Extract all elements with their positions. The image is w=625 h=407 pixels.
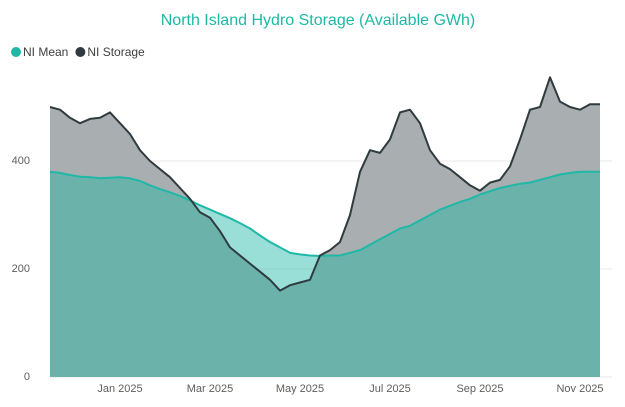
legend-label: NI Mean (23, 45, 68, 59)
chart-title: North Island Hydro Storage (Available GW… (161, 12, 476, 29)
x-tick-label: Nov 2025 (556, 383, 603, 395)
line (49, 170, 600, 257)
legend-marker (75, 47, 86, 57)
x-tick-label: May 2025 (276, 383, 324, 395)
y-tick-label: 0 (24, 371, 30, 383)
x-tick-label: Jan 2025 (97, 383, 142, 395)
x-tick-label: Sep 2025 (456, 383, 503, 395)
line (49, 76, 600, 292)
area (50, 77, 600, 378)
legend-marker (11, 47, 21, 57)
area (50, 171, 600, 377)
x-tick-label: Mar 2025 (187, 383, 233, 395)
x-tick-label: Jul 2025 (369, 383, 411, 395)
legend-label: NI Storage (87, 45, 145, 59)
y-tick-label: 200 (12, 263, 30, 275)
y-tick-label: 400 (12, 155, 30, 167)
